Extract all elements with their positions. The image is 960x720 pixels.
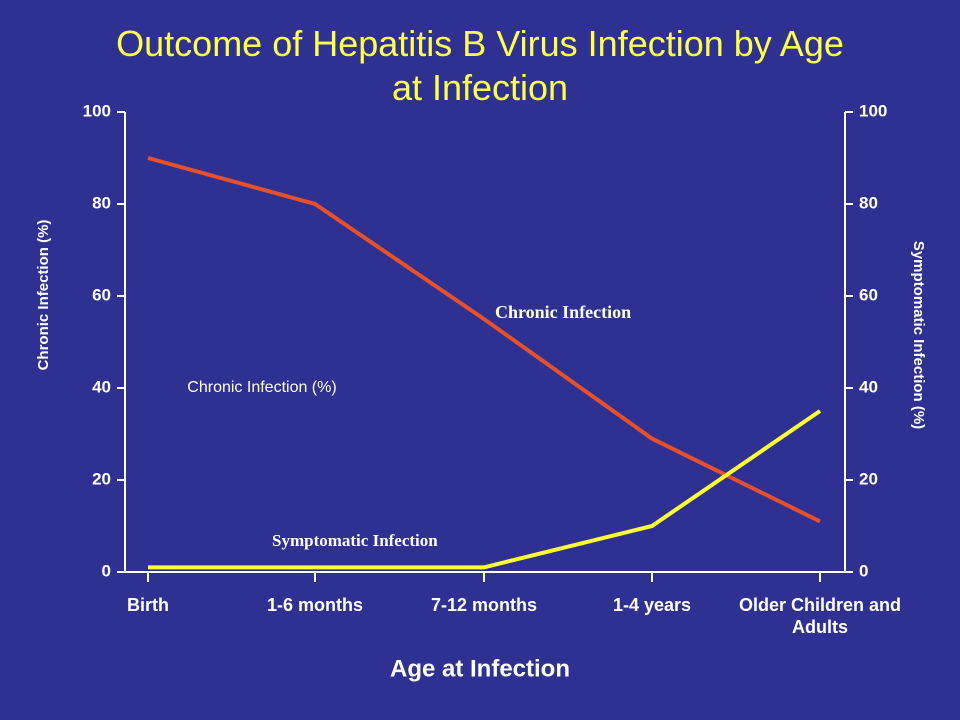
y2-tick-label: 100 <box>859 101 887 120</box>
y2-tick-label: 60 <box>859 285 878 304</box>
y-tick-label: 0 <box>102 561 111 580</box>
x-tick-label: Birth <box>127 595 169 615</box>
y-tick-label: 100 <box>83 101 111 120</box>
x-tick-label: Older Children and Adults <box>738 595 902 637</box>
x-tick-box: 1-6 months <box>266 595 363 615</box>
x-tick-box: 7-12 months <box>430 595 538 615</box>
series-line <box>147 156 821 524</box>
x-tick-label: 1-6 months <box>266 595 363 615</box>
x-axis-label: Age at Infection <box>390 655 570 682</box>
y2-tick-label: 40 <box>859 377 878 396</box>
y-tick-label: 40 <box>92 377 111 396</box>
series-label: Symptomatic Infection <box>272 531 438 550</box>
y2-tick-label: 0 <box>859 561 868 580</box>
y2-tick-label: 20 <box>859 469 878 488</box>
x-tick-box: Birth <box>127 595 169 615</box>
y-axis-label: Chronic Infection (%) <box>35 220 52 371</box>
title-box: Outcome of Hepatitis B Virus Infection b… <box>116 23 844 108</box>
y-tick-label: 80 <box>92 193 111 212</box>
x-tick-label: 1-4 years <box>612 595 692 615</box>
y2-tick-label: 80 <box>859 193 878 212</box>
series-label: Chronic Infection <box>495 302 631 322</box>
x-tick-box: Older Children and Adults <box>738 595 902 637</box>
series-line <box>148 409 822 570</box>
chart-title: Outcome of Hepatitis B Virus Infection b… <box>116 23 844 108</box>
y2-axis-label: Symptomatic Infection (%) <box>910 241 927 429</box>
y-tick-label: 20 <box>92 469 111 488</box>
x-tick-label: 7-12 months <box>430 595 538 615</box>
x-tick-box: 1-4 years <box>612 595 692 615</box>
annotation: Chronic Infection (%) <box>187 379 336 396</box>
y-tick-label: 60 <box>92 285 111 304</box>
